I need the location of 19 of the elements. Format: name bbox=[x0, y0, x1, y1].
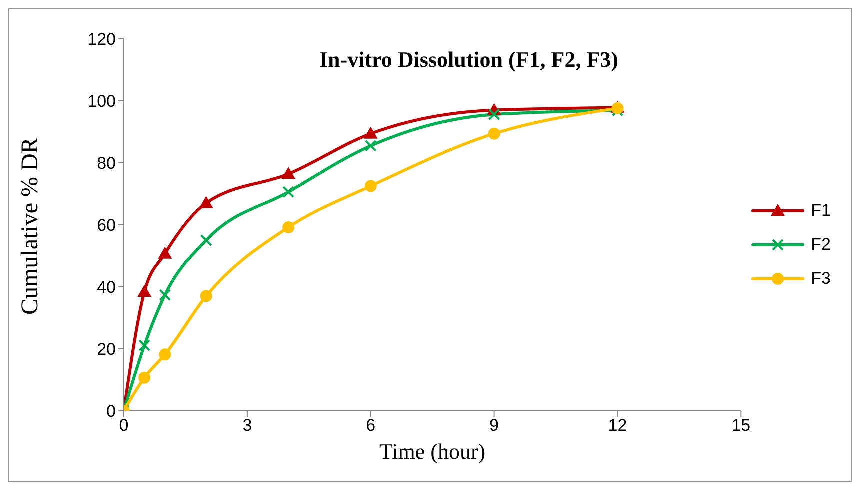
y-tick-label: 60 bbox=[97, 216, 116, 236]
y-tick-label: 80 bbox=[97, 154, 116, 174]
x-tick-label: 9 bbox=[490, 416, 500, 436]
x-axis-title: Time (hour) bbox=[380, 439, 486, 464]
y-axis-title: Cumulative % DR bbox=[18, 138, 44, 315]
x-tick-label: 15 bbox=[732, 416, 751, 436]
x-tick-label: 6 bbox=[366, 416, 376, 436]
y-tick-label: 100 bbox=[88, 92, 116, 112]
chart-title: In-vitro Dissolution (F1, F2, F3) bbox=[318, 47, 620, 73]
y-tick-label: 20 bbox=[97, 340, 116, 360]
legend-label: F1 bbox=[811, 201, 831, 221]
legend-label: F2 bbox=[811, 235, 831, 255]
legend-label: F3 bbox=[811, 269, 831, 289]
x-tick-label: 0 bbox=[119, 416, 129, 436]
y-tick-label: 0 bbox=[106, 402, 116, 422]
y-tick-label: 40 bbox=[97, 278, 116, 298]
x-tick-label: 12 bbox=[608, 416, 628, 436]
x-tick-label: 3 bbox=[242, 416, 252, 436]
y-tick-label: 120 bbox=[88, 30, 116, 50]
